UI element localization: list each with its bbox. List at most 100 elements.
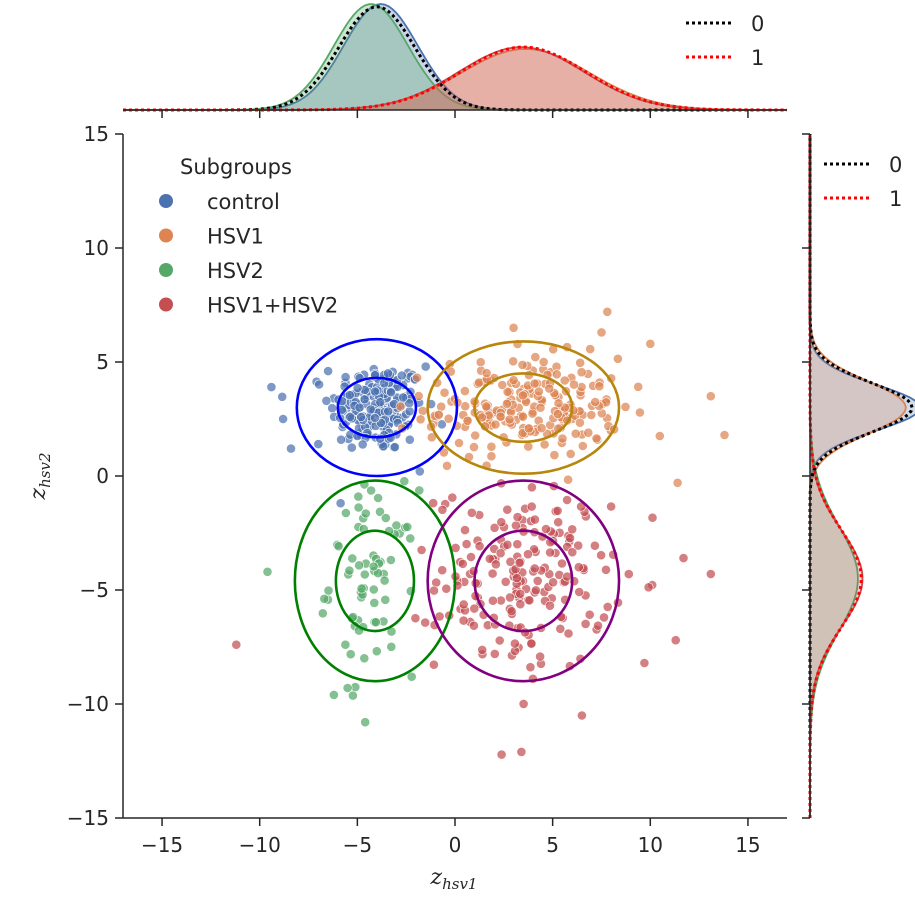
right-kde-fill-hsv1-hsv2	[810, 134, 863, 818]
point-hsv1-hsv2	[514, 557, 525, 568]
point-hsv1-hsv2	[557, 558, 567, 569]
point-control	[286, 443, 296, 454]
point-control	[340, 372, 351, 382]
point-hsv1-hsv2	[461, 539, 472, 549]
point-hsv1-hsv2	[545, 600, 555, 611]
point-hsv1-hsv2	[502, 539, 513, 550]
point-control	[383, 406, 394, 417]
point-hsv1-hsv2	[562, 495, 572, 505]
y-tick-label: 0	[96, 464, 109, 488]
x-tick-label: 0	[449, 833, 462, 857]
point-control	[352, 383, 363, 393]
point-hsv1	[481, 368, 492, 378]
point-hsv1	[508, 375, 519, 386]
point-hsv1-hsv2	[437, 504, 448, 515]
point-hsv1	[719, 430, 730, 440]
point-hsv1	[535, 402, 546, 413]
y-tick-label: −5	[80, 578, 109, 602]
scatter-points	[231, 306, 730, 760]
point-control	[389, 442, 400, 452]
point-hsv1-hsv2	[639, 658, 650, 668]
point-control	[277, 391, 288, 402]
point-hsv1	[508, 356, 519, 367]
point-hsv1-hsv2	[490, 559, 501, 570]
y-axis-label: zhsv2	[26, 453, 54, 501]
ellipse-inner-control	[336, 376, 418, 439]
point-hsv1-hsv2	[601, 564, 611, 575]
point-hsv1-hsv2	[428, 659, 439, 670]
point-hsv1	[635, 407, 645, 418]
right-kde-line-hsv1	[809, 134, 907, 818]
right-legend-label-0: 0	[889, 153, 902, 177]
point-hsv2	[370, 617, 381, 628]
point-hsv2	[368, 561, 379, 572]
point-hsv1	[565, 448, 576, 459]
x-tick-label: −15	[141, 833, 183, 857]
point-hsv1-hsv2	[567, 524, 578, 535]
point-hsv2	[373, 493, 383, 503]
legend-label-control: control	[207, 190, 280, 214]
point-hsv1	[559, 375, 570, 386]
point-control	[356, 412, 366, 422]
point-hsv2	[402, 522, 413, 532]
point-control	[404, 398, 415, 409]
point-control	[369, 413, 380, 423]
x-tick-label: −10	[239, 833, 281, 857]
point-hsv1	[654, 431, 665, 441]
confidence-ellipses	[293, 337, 621, 683]
point-hsv1	[594, 381, 605, 392]
right-marginal-legend: 01	[824, 153, 902, 211]
point-hsv1-hsv2	[623, 569, 634, 579]
point-hsv1	[439, 387, 450, 398]
point-hsv2	[360, 717, 371, 728]
point-hsv1	[481, 401, 492, 412]
point-hsv1-hsv2	[410, 613, 421, 624]
point-hsv1-hsv2	[535, 651, 545, 662]
point-hsv2	[359, 569, 370, 580]
right-kde-fill-hsv1	[810, 134, 906, 818]
point-hsv1-hsv2	[516, 747, 527, 757]
point-control	[346, 442, 357, 453]
point-control	[375, 433, 385, 444]
point-hsv2	[375, 506, 385, 517]
point-hsv1-hsv2	[487, 568, 498, 579]
point-hsv1-hsv2	[437, 565, 448, 576]
ellipse-outer-control	[295, 337, 459, 478]
point-hsv1-hsv2	[460, 525, 470, 535]
point-control	[345, 411, 356, 422]
point-control	[321, 395, 332, 406]
point-hsv1-hsv2	[643, 582, 654, 593]
point-hsv1-hsv2	[447, 492, 458, 503]
point-hsv1-hsv2	[548, 577, 558, 588]
point-hsv1	[551, 369, 562, 380]
point-hsv1-hsv2	[512, 512, 523, 522]
point-hsv2	[399, 476, 410, 487]
point-hsv1-hsv2	[593, 620, 603, 631]
right-marginal-kde	[802, 133, 915, 819]
point-hsv1-hsv2	[545, 547, 555, 558]
point-hsv2	[319, 593, 330, 604]
point-hsv2	[354, 560, 364, 571]
point-hsv1	[527, 408, 538, 419]
legend-title: Subgroups	[180, 155, 292, 179]
point-hsv1-hsv2	[590, 540, 600, 551]
point-hsv1-hsv2	[466, 507, 477, 518]
point-hsv2	[380, 513, 391, 523]
point-hsv2	[386, 641, 397, 652]
point-hsv1	[602, 306, 613, 317]
x-tick-label: 15	[735, 833, 760, 857]
point-control	[344, 390, 355, 400]
point-hsv1-hsv2	[489, 649, 500, 659]
point-control	[365, 404, 376, 415]
point-hsv1-hsv2	[670, 635, 681, 646]
point-hsv1-hsv2	[577, 710, 587, 721]
point-hsv1	[705, 391, 716, 402]
point-hsv1	[583, 427, 594, 438]
point-hsv1	[530, 352, 541, 362]
point-hsv1-hsv2	[231, 639, 242, 650]
point-hsv1	[563, 474, 573, 485]
point-hsv1	[443, 413, 454, 424]
point-hsv1	[529, 378, 540, 389]
point-hsv2	[353, 502, 364, 513]
